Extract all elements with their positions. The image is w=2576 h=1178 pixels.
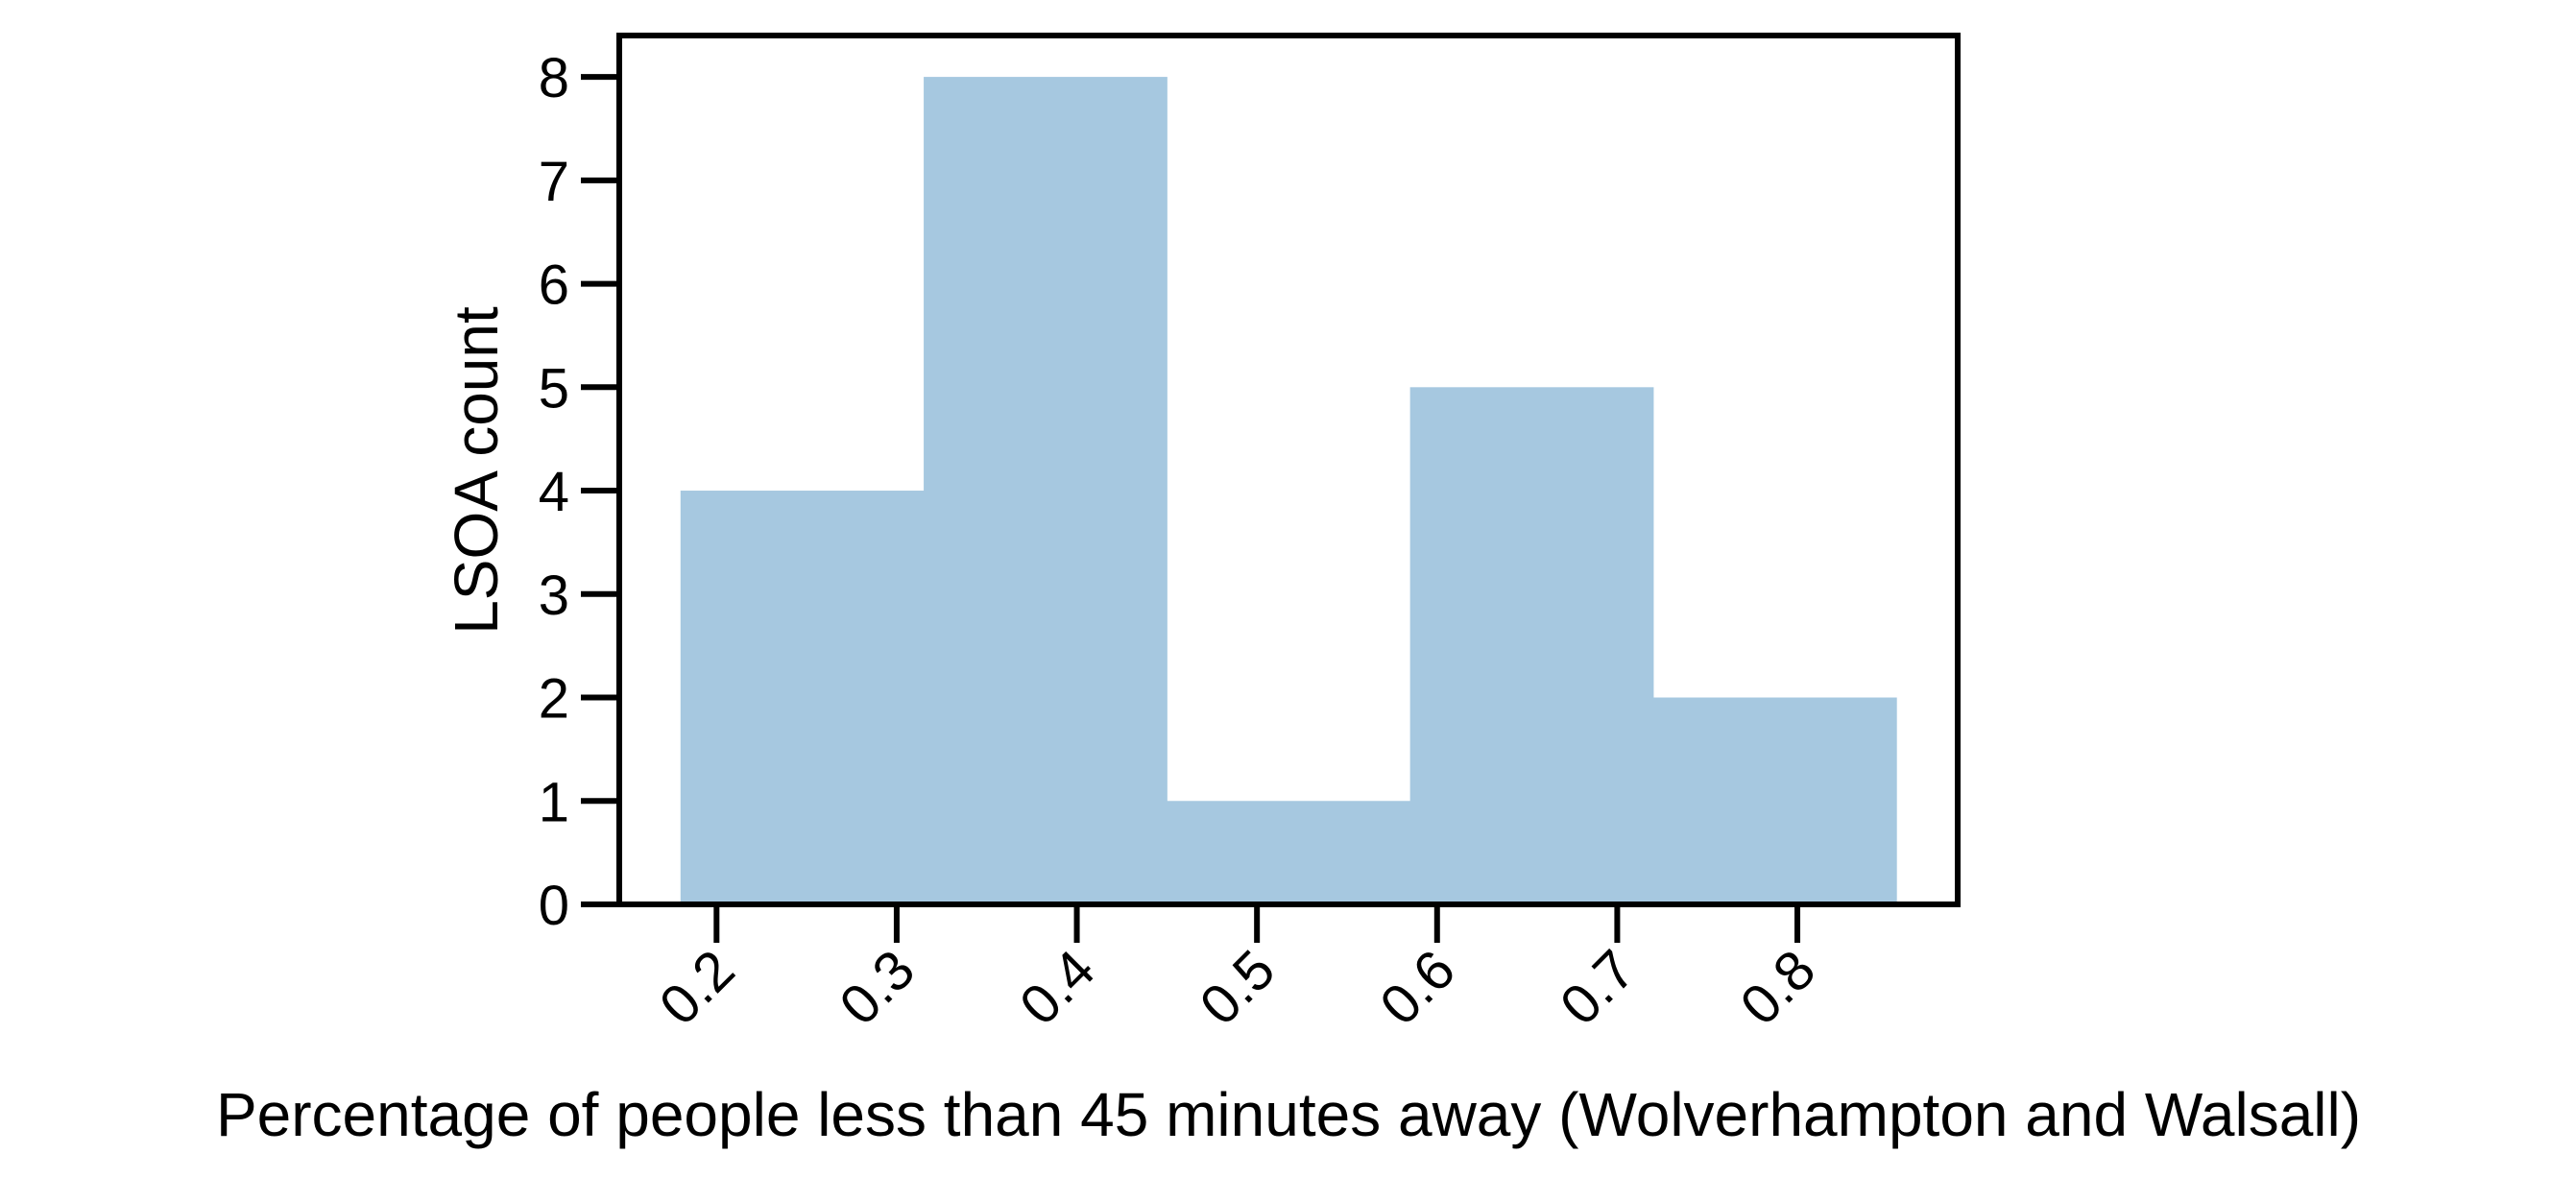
y-tick-label-7: 6 <box>539 254 569 317</box>
y-axis-label: LSOA count <box>442 306 511 635</box>
y-tick-label-9: 8 <box>539 47 569 109</box>
y-axis: 0 1 2 3 4 5 6 7 8 <box>539 47 619 937</box>
histogram-bar-3 <box>1167 801 1411 904</box>
x-tick-label-4: 0.5 <box>1188 938 1287 1037</box>
y-tick-label-6: 5 <box>539 357 569 420</box>
y-tick-label-4: 3 <box>539 565 569 627</box>
y-tick-label-3: 2 <box>539 668 569 731</box>
x-tick-label-7: 0.8 <box>1728 938 1827 1037</box>
histogram-bar-1 <box>680 491 925 904</box>
histogram-bar-4 <box>1409 387 1654 904</box>
x-tick-label-6: 0.7 <box>1549 938 1648 1037</box>
x-tick-label-3: 0.4 <box>1008 938 1107 1037</box>
y-tick-label-8: 7 <box>539 151 569 213</box>
x-axis-label: Percentage of people less than 45 minute… <box>216 1080 2361 1149</box>
y-tick-label-1: 0 <box>539 875 569 937</box>
x-axis: 0.2 0.3 0.4 0.5 0.6 0.7 0.8 <box>648 904 1827 1037</box>
y-tick-label-5: 4 <box>539 461 569 523</box>
x-tick-label-2: 0.3 <box>828 938 927 1037</box>
bars-group <box>680 77 1897 905</box>
y-tick-label-2: 1 <box>539 771 569 833</box>
x-tick-label-5: 0.6 <box>1368 938 1467 1037</box>
histogram-bar-2 <box>924 77 1168 905</box>
x-tick-label-1: 0.2 <box>648 938 747 1037</box>
plot-frame <box>616 33 1961 907</box>
histogram-bar-5 <box>1652 697 1897 904</box>
